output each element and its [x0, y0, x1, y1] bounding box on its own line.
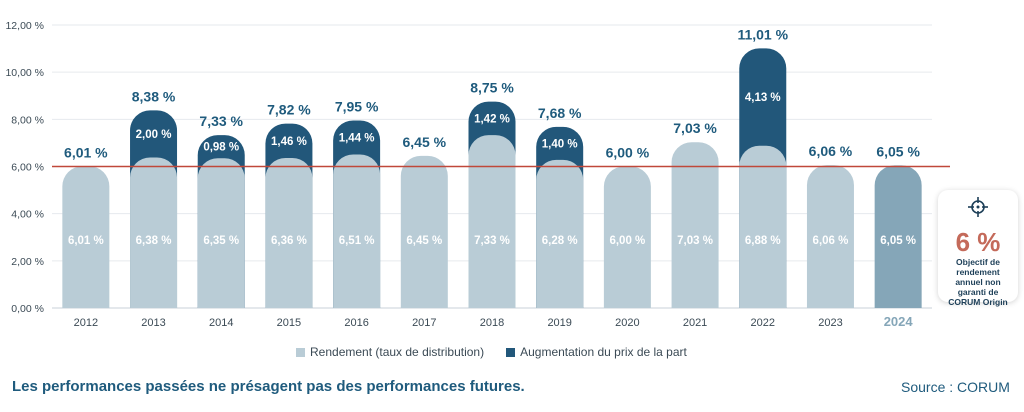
bar-total-label: 8,75 %	[470, 80, 514, 96]
bar-label-rendement: 6,88 %	[745, 235, 781, 247]
y-tick-label: 10,00 %	[5, 67, 44, 79]
x-tick-label: 2019	[547, 317, 571, 329]
x-tick-label: 2022	[751, 317, 775, 329]
bar-rendement	[130, 157, 178, 308]
objective-value: 6 %	[955, 227, 1001, 257]
source-note: Source : CORUM	[901, 379, 1010, 395]
bar-rendement	[400, 155, 448, 308]
x-tick-label: 2014	[209, 317, 233, 329]
bar-label-augmentation: 1,42 %	[474, 113, 510, 125]
bar-label-rendement: 6,06 %	[813, 235, 849, 247]
y-tick-label: 6,00 %	[11, 162, 44, 174]
bar-label-augmentation: 1,40 %	[542, 138, 578, 150]
y-tick-label: 8,00 %	[11, 114, 44, 126]
bar-rendement	[739, 145, 787, 308]
bar-rendement	[603, 166, 651, 308]
legend-label-augmentation: Augmentation du prix de la part	[520, 345, 687, 359]
target-icon	[938, 196, 1018, 223]
bar-label-rendement: 7,03 %	[677, 235, 713, 247]
y-tick-label: 12,00 %	[5, 20, 44, 32]
disclaimer-note: Les performances passées ne présagent pa…	[12, 378, 525, 395]
bar-rendement	[806, 165, 854, 308]
x-tick-label: 2024	[884, 314, 914, 329]
bar-total-label: 6,05 %	[876, 143, 920, 159]
bar-rendement	[333, 154, 381, 308]
x-tick-label: 2021	[683, 317, 707, 329]
bar-rendement	[197, 158, 245, 308]
bar-label-rendement: 6,36 %	[271, 235, 307, 247]
x-tick-label: 2016	[344, 317, 368, 329]
x-tick-label: 2013	[141, 317, 165, 329]
bar-label-rendement: 6,00 %	[609, 235, 645, 247]
bar-rendement	[62, 166, 110, 308]
bar-rendement	[468, 135, 516, 308]
x-tick-label: 2018	[480, 317, 504, 329]
y-tick-label: 2,00 %	[11, 256, 44, 268]
bar-total-label: 7,03 %	[673, 120, 717, 136]
legend-item-augmentation: Augmentation du prix de la part	[506, 345, 687, 359]
y-tick-label: 0,00 %	[11, 303, 44, 315]
bar-total-label: 11,01 %	[737, 26, 788, 42]
x-tick-label: 2020	[615, 317, 639, 329]
bar-rendement	[874, 165, 922, 308]
x-tick-label: 2017	[412, 317, 436, 329]
bar-label-rendement: 6,01 %	[68, 235, 104, 247]
bar-label-augmentation: 2,00 %	[136, 129, 172, 141]
bar-rendement	[671, 142, 719, 308]
bar-label-augmentation: 0,98 %	[203, 142, 239, 154]
bar-total-label: 6,01 %	[64, 144, 108, 160]
bar-label-rendement: 6,45 %	[406, 235, 442, 247]
bar-label-rendement: 6,05 %	[880, 235, 916, 247]
bar-total-label: 7,95 %	[335, 99, 379, 115]
bar-total-label: 7,82 %	[267, 102, 311, 118]
bar-total-label: 7,33 %	[199, 113, 243, 129]
bar-label-augmentation: 1,44 %	[339, 132, 375, 144]
x-tick-label: 2023	[818, 317, 842, 329]
bar-label-augmentation: 1,46 %	[271, 136, 307, 148]
bar-rendement	[265, 158, 313, 308]
x-tick-label: 2012	[74, 317, 98, 329]
objective-card: 6 % Objectif de rendement annuel non gar…	[938, 190, 1018, 307]
bar-label-rendement: 6,28 %	[542, 235, 578, 247]
bar-label-rendement: 6,35 %	[203, 235, 239, 247]
legend: Rendement (taux de distribution) Augment…	[296, 345, 709, 359]
y-tick-label: 4,00 %	[11, 209, 44, 221]
bar-label-rendement: 7,33 %	[474, 235, 510, 247]
bar-label-rendement: 6,51 %	[339, 235, 375, 247]
x-tick-label: 2015	[277, 317, 301, 329]
objective-text: Objectif de rendement annuel non garanti…	[948, 257, 1008, 307]
bar-total-label: 6,00 %	[606, 145, 650, 161]
bar-total-label: 6,45 %	[403, 134, 447, 150]
bar-rendement	[536, 159, 584, 308]
legend-item-rendement: Rendement (taux de distribution)	[296, 345, 484, 359]
bar-label-rendement: 6,38 %	[136, 235, 172, 247]
legend-label-rendement: Rendement (taux de distribution)	[310, 345, 485, 359]
bar-total-label: 8,38 %	[132, 88, 176, 104]
bar-total-label: 6,06 %	[809, 143, 853, 159]
legend-swatch-augmentation	[506, 347, 516, 357]
bar-label-augmentation: 4,13 %	[745, 92, 781, 104]
bar-total-label: 7,68 %	[538, 105, 582, 121]
legend-swatch-rendement	[296, 347, 305, 357]
